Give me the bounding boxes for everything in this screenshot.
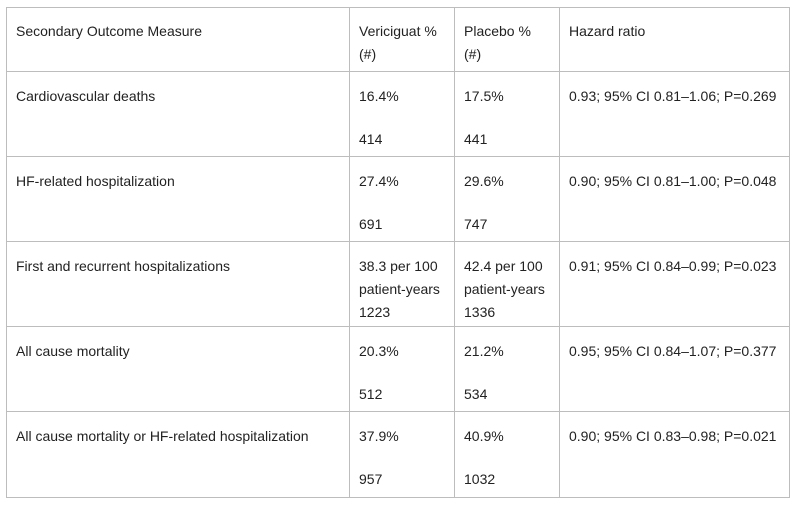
outcome-measure-text: HF-related hospitalization <box>16 173 175 189</box>
placebo-cell: 29.6% 747 <box>454 156 560 242</box>
vericiguat-cell: 38.3 per 100 patient-years 1223 <box>349 241 455 327</box>
secondary-outcomes-table: Secondary Outcome Measure Vericiguat % (… <box>6 7 790 498</box>
table-row: First and recurrent hospitalizations 38.… <box>6 241 790 327</box>
outcome-measure-text: All cause mortality or HF-related hospit… <box>16 428 309 444</box>
header-placebo-unit: (#) <box>464 46 482 62</box>
vericiguat-count: 957 <box>359 471 383 487</box>
placebo-cell: 21.2% 534 <box>454 326 560 412</box>
vericiguat-cell: 20.3% 512 <box>349 326 455 412</box>
vericiguat-cell: 16.4% 414 <box>349 71 455 157</box>
header-placebo-label: Placebo % <box>464 23 531 39</box>
vericiguat-count: 512 <box>359 386 383 402</box>
hazard-ratio-cell: 0.90; 95% CI 0.83–0.98; P=0.021 <box>559 411 790 498</box>
vericiguat-count: 691 <box>359 216 383 232</box>
outcome-measure-cell: HF-related hospitalization <box>6 156 350 242</box>
table-header: Secondary Outcome Measure Vericiguat % (… <box>6 7 790 72</box>
outcome-measure-cell: First and recurrent hospitalizations <box>6 241 350 327</box>
header-row: Secondary Outcome Measure Vericiguat % (… <box>6 7 790 72</box>
placebo-cell: 40.9% 1032 <box>454 411 560 498</box>
vericiguat-count: 414 <box>359 131 383 147</box>
hazard-ratio-text: 0.93; 95% CI 0.81–1.06; P=0.269 <box>569 88 777 104</box>
vericiguat-percent: 27.4% <box>359 173 399 189</box>
header-vericiguat-unit: (#) <box>359 46 377 62</box>
placebo-count: 747 <box>464 216 488 232</box>
hazard-ratio-cell: 0.93; 95% CI 0.81–1.06; P=0.269 <box>559 71 790 157</box>
placebo-count: 441 <box>464 131 488 147</box>
placebo-count: 1336 <box>464 304 496 320</box>
hazard-ratio-cell: 0.90; 95% CI 0.81–1.00; P=0.048 <box>559 156 790 242</box>
header-vericiguat-label: Vericiguat % <box>359 23 437 39</box>
header-placebo: Placebo % (#) <box>454 7 560 72</box>
placebo-percent: 29.6% <box>464 173 504 189</box>
hazard-ratio-cell: 0.91; 95% CI 0.84–0.99; P=0.023 <box>559 241 790 327</box>
vericiguat-cell: 37.9% 957 <box>349 411 455 498</box>
placebo-cell: 42.4 per 100 patient-years 1336 <box>454 241 560 327</box>
table-row: HF-related hospitalization 27.4% 691 29.… <box>6 156 790 242</box>
table-row: All cause mortality or HF-related hospit… <box>6 411 790 498</box>
vericiguat-count: 1223 <box>359 304 391 320</box>
vericiguat-rate: 38.3 per 100 <box>359 258 438 274</box>
outcome-measure-cell: Cardiovascular deaths <box>6 71 350 157</box>
outcome-measure-cell: All cause mortality or HF-related hospit… <box>6 411 350 498</box>
hazard-ratio-text: 0.95; 95% CI 0.84–1.07; P=0.377 <box>569 343 777 359</box>
vericiguat-cell: 27.4% 691 <box>349 156 455 242</box>
placebo-count: 1032 <box>464 471 496 487</box>
vericiguat-percent: 20.3% <box>359 343 399 359</box>
placebo-cell: 17.5% 441 <box>454 71 560 157</box>
placebo-percent: 40.9% <box>464 428 504 444</box>
hazard-ratio-text: 0.90; 95% CI 0.83–0.98; P=0.021 <box>569 428 777 444</box>
vericiguat-percent: 37.9% <box>359 428 399 444</box>
header-vericiguat: Vericiguat % (#) <box>349 7 455 72</box>
header-hazard-ratio: Hazard ratio <box>559 7 790 72</box>
outcome-measure-cell: All cause mortality <box>6 326 350 412</box>
placebo-rate-unit: patient-years <box>464 281 545 297</box>
header-outcome-measure-label: Secondary Outcome Measure <box>16 23 202 39</box>
outcome-measure-text: First and recurrent hospitalizations <box>16 258 230 274</box>
vericiguat-percent: 16.4% <box>359 88 399 104</box>
vericiguat-rate-unit: patient-years <box>359 281 440 297</box>
table-row: Cardiovascular deaths 16.4% 414 17.5% 44… <box>6 71 790 157</box>
header-hazard-ratio-label: Hazard ratio <box>569 23 646 39</box>
placebo-percent: 21.2% <box>464 343 504 359</box>
outcome-measure-text: Cardiovascular deaths <box>16 88 156 104</box>
table-row: All cause mortality 20.3% 512 21.2% 534 … <box>6 326 790 412</box>
header-outcome-measure: Secondary Outcome Measure <box>6 7 350 72</box>
hazard-ratio-text: 0.91; 95% CI 0.84–0.99; P=0.023 <box>569 258 777 274</box>
table-body: Cardiovascular deaths 16.4% 414 17.5% 44… <box>6 71 790 498</box>
placebo-percent: 17.5% <box>464 88 504 104</box>
outcome-measure-text: All cause mortality <box>16 343 130 359</box>
placebo-count: 534 <box>464 386 488 402</box>
placebo-rate: 42.4 per 100 <box>464 258 543 274</box>
hazard-ratio-text: 0.90; 95% CI 0.81–1.00; P=0.048 <box>569 173 777 189</box>
hazard-ratio-cell: 0.95; 95% CI 0.84–1.07; P=0.377 <box>559 326 790 412</box>
